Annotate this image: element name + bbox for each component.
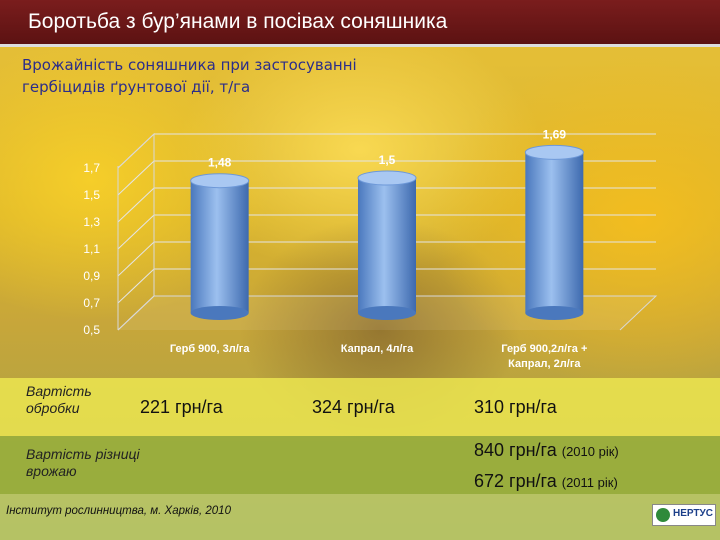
difference-2010-value: 840 грн/га xyxy=(474,440,557,460)
x-tick-label: Капрал, 2л/га xyxy=(508,358,581,370)
difference-label-line-1: Вартість різниці xyxy=(26,446,140,462)
x-tick-label: Герб 900,2л/га + xyxy=(501,343,587,355)
y-tick-label: 1,1 xyxy=(83,242,100,256)
difference-2010: 840 грн/га (2010 рік) xyxy=(474,440,619,461)
header-divider xyxy=(0,44,720,47)
logo-mark-icon xyxy=(656,508,670,522)
y-tick-label: 1,7 xyxy=(83,161,100,175)
cost-row xyxy=(0,378,720,436)
back-wall-edge xyxy=(117,132,155,296)
difference-2010-note: (2010 рік) xyxy=(561,444,619,459)
cost-label-line-1: Вартість xyxy=(26,383,92,399)
difference-2011-note: (2011 рік) xyxy=(561,475,618,490)
bar xyxy=(357,170,417,320)
cost-label-line-2: обробки xyxy=(26,400,80,416)
y-tick-label: 0,7 xyxy=(83,296,100,310)
label-layer: 0,5 0,7 0,9 1,1 1,3 1,5 1,7 1,48 Герб 900, 3л/га… xyxy=(83,127,587,370)
bar xyxy=(524,144,584,320)
difference-2011: 672 грн/га (2011 рік) xyxy=(474,471,618,492)
page-title: Боротьба з бур’янами в посівах соняшника xyxy=(0,0,720,44)
difference-row xyxy=(0,436,720,494)
y-tick-label: 0,9 xyxy=(83,269,100,283)
y-tick-label: 1,3 xyxy=(83,215,100,229)
data-label: 1,48 xyxy=(208,156,232,170)
cost-value-2: 324 грн/га xyxy=(312,397,395,417)
difference-2011-value: 672 грн/га xyxy=(474,471,557,491)
footer-row xyxy=(0,494,720,540)
x-tick-label: Герб 900, 3л/га xyxy=(170,343,251,355)
cost-value-3: 310 грн/га xyxy=(474,397,557,417)
difference-label-line-2: врожаю xyxy=(26,463,77,479)
institute-credit: Інститут рослинництва, м. Харків, 2010 xyxy=(6,505,231,517)
y-tick-label: 1,5 xyxy=(83,188,100,202)
x-tick-label: Капрал, 4л/га xyxy=(341,343,414,355)
company-logo: НЕРТУС xyxy=(652,504,716,526)
logo-text: НЕРТУС xyxy=(673,508,713,519)
data-label: 1,69 xyxy=(543,127,567,141)
subtitle-line-2: гербіцидів ґрунтової дії, т/га xyxy=(22,78,251,96)
cost-value-1: 221 грн/га xyxy=(140,397,223,417)
chart-subtitle: Врожайність соняшника при застосуванні г… xyxy=(22,54,542,98)
difference-label: Вартість різниці врожаю xyxy=(26,446,140,480)
bar-layer xyxy=(190,144,584,320)
subtitle-line-1: Врожайність соняшника при застосуванні xyxy=(22,56,357,74)
bar xyxy=(190,173,250,320)
bar-chart: 0,5 0,7 0,9 1,1 1,3 1,5 1,7 1,48 Герб 900, 3л/га… xyxy=(83,127,658,370)
data-label: 1,5 xyxy=(379,153,396,167)
y-tick-label: 0,5 xyxy=(83,323,100,337)
cost-label: Вартість обробки xyxy=(26,383,92,417)
